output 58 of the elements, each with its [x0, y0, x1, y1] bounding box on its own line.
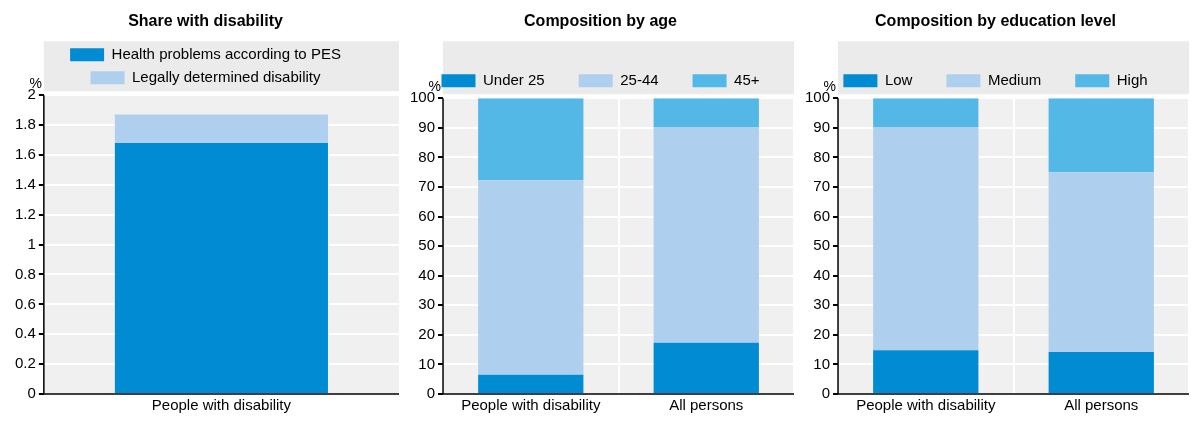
x-tick-label: All persons — [669, 396, 744, 414]
chart-title: Composition by age — [524, 12, 678, 30]
y-tick-label: 70 — [418, 177, 436, 195]
x-tick-label: People with disability — [461, 396, 601, 414]
y-tick-label: 50 — [418, 236, 436, 254]
x-tick-label: People with disability — [856, 396, 996, 414]
legend-label: 45+ — [734, 70, 760, 88]
chart-title: Share with disability — [128, 12, 283, 30]
y-tick-label: 40 — [418, 265, 436, 283]
legend-label: Medium — [987, 70, 1042, 88]
y-tick-label: 30 — [813, 295, 831, 313]
y-tick-label: 80 — [418, 147, 436, 165]
y-tick-label: 1.2 — [14, 204, 36, 222]
x-tick-label: People with disability — [151, 396, 292, 414]
y-tick-label: 0 — [426, 384, 436, 402]
bar — [873, 98, 979, 127]
bar — [478, 374, 584, 393]
y-tick-label: 0 — [821, 384, 831, 402]
y-tick-label: 40 — [813, 265, 831, 283]
bar — [873, 126, 979, 351]
y-tick-label: 0.6 — [14, 294, 36, 312]
bar — [653, 342, 759, 393]
legend-label: Under 25 — [482, 70, 545, 88]
y-tick-label: 10 — [813, 354, 831, 372]
y-tick-label: 1.4 — [14, 174, 36, 192]
y-tick-label: 60 — [418, 206, 436, 224]
y-tick-label: 80 — [813, 147, 831, 165]
legend-label: High — [1116, 70, 1148, 88]
bar — [478, 180, 584, 375]
bar — [478, 98, 584, 181]
x-tick-label: All persons — [1064, 396, 1139, 414]
bar — [653, 126, 759, 343]
y-tick-label: 1.6 — [14, 145, 36, 163]
y-tick-label: 20 — [813, 324, 831, 342]
y-tick-label: 1.8 — [14, 115, 36, 133]
y-tick-label: 20 — [418, 324, 436, 342]
y-tick-label: 1 — [27, 234, 36, 252]
bar — [1048, 98, 1154, 173]
y-tick-label: 90 — [418, 117, 436, 135]
y-tick-label: 0 — [27, 384, 36, 402]
y-tick-label: 60 — [813, 206, 831, 224]
legend-label: Health problems according to PES — [111, 44, 341, 62]
y-tick-label: 0.8 — [14, 264, 36, 282]
bar — [1048, 352, 1154, 393]
y-tick-label: 90 — [813, 117, 831, 135]
legend-label: 25-44 — [620, 70, 659, 88]
y-tick-label: 10 — [418, 354, 436, 372]
y-tick-label: 0.2 — [14, 354, 36, 372]
y-tick-label: 30 — [418, 295, 436, 313]
y-tick-label: 70 — [813, 177, 831, 195]
y-tick-label: 50 — [813, 236, 831, 254]
legend-label: Legally determined disability — [132, 67, 321, 85]
bar — [653, 98, 759, 127]
bar — [1048, 172, 1154, 352]
bar — [873, 350, 979, 393]
legend-label: Low — [884, 70, 913, 88]
chart-title: Composition by education level — [875, 12, 1116, 30]
y-tick-label: 0.4 — [14, 324, 36, 342]
